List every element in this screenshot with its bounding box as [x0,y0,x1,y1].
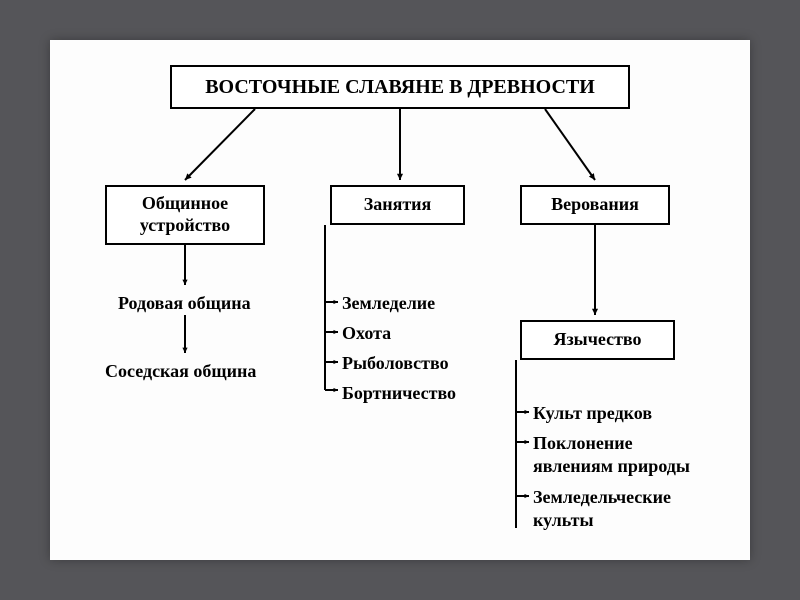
list-item: Охота [342,322,391,345]
title-box: ВОСТОЧНЫЕ СЛАВЯНЕ В ДРЕВНОСТИ [170,65,630,109]
category-label: Верования [551,194,639,216]
list-item: Рыболовство [342,352,449,375]
diagram-frame: ВОСТОЧНЫЕ СЛАВЯНЕ В ДРЕВНОСТИ Общинноеус… [50,40,750,560]
list-item: Культ предков [533,402,652,425]
category-box-beliefs: Верования [520,185,670,225]
category-box-occupations: Занятия [330,185,465,225]
category-box-community: Общинноеустройство [105,185,265,245]
category-label: Занятия [364,194,432,216]
title-text: ВОСТОЧНЫЕ СЛАВЯНЕ В ДРЕВНОСТИ [205,76,595,99]
list-item: Бортничество [342,382,456,405]
sub-label: Язычество [553,329,641,351]
category-label: Общинноеустройство [140,193,230,236]
chain-item: Родовая община [118,292,251,315]
sub-box-paganism: Язычество [520,320,675,360]
list-item: Земледельческиекульты [533,486,671,533]
list-item: Поклонениеявлениям природы [533,432,690,479]
list-item: Земледелие [342,292,435,315]
chain-item: Соседская община [105,360,256,383]
